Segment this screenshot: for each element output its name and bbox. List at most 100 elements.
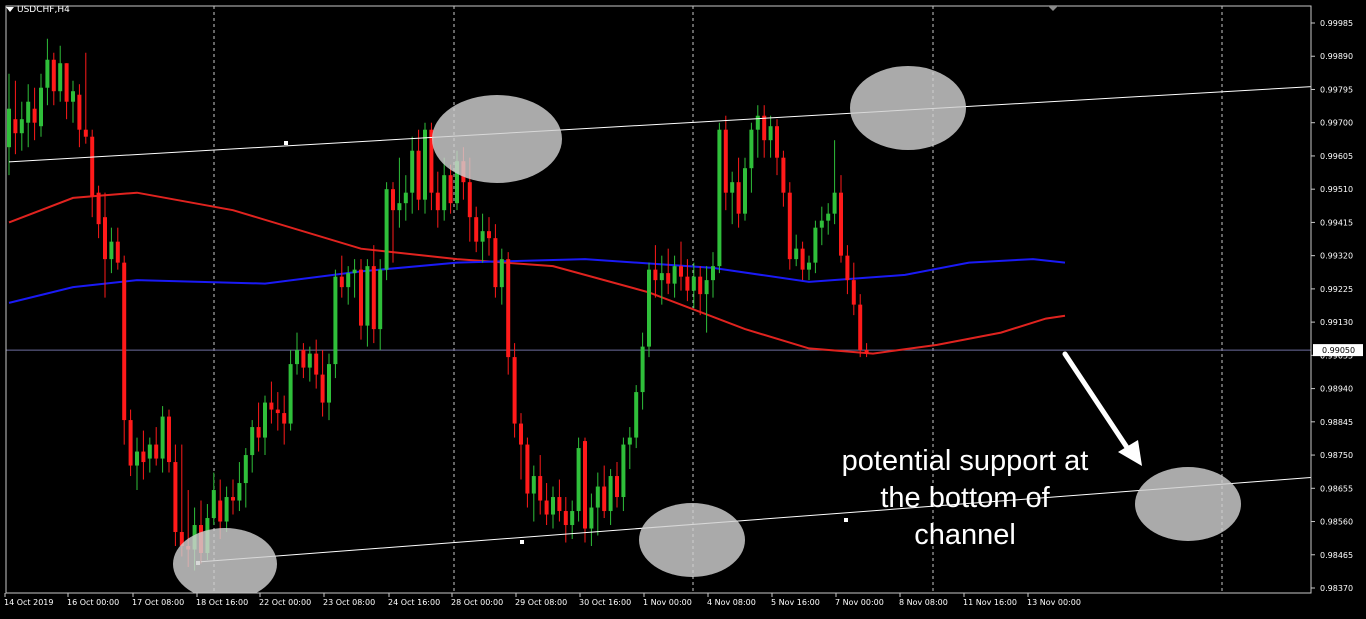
direction-arrow <box>1062 351 1142 466</box>
candle-body <box>487 231 491 239</box>
candle-body <box>256 427 261 438</box>
candle-body <box>499 259 504 288</box>
price-tick-label: 0.98940 <box>1320 385 1353 394</box>
price-tick-label: 0.99795 <box>1320 85 1353 94</box>
time-tick-label: 1 Nov 00:00 <box>643 598 692 607</box>
price-tick-label: 0.99225 <box>1320 285 1353 294</box>
price-tick-label: 0.99130 <box>1320 318 1353 327</box>
candle-body <box>858 304 863 351</box>
time-tick-label: 5 Nov 16:00 <box>771 598 820 607</box>
time-tick-label: 7 Nov 00:00 <box>835 598 884 607</box>
candlesticks <box>7 38 869 571</box>
candle-body <box>845 255 850 281</box>
candle-body <box>647 269 651 347</box>
candle-body <box>365 266 370 326</box>
candle-body <box>391 189 395 211</box>
price-tick-label: 0.98465 <box>1320 551 1353 560</box>
candle-body <box>103 217 107 260</box>
candle-body <box>64 63 69 102</box>
candle-body <box>314 353 319 375</box>
price-tick-label: 0.98370 <box>1320 584 1353 593</box>
channel-upper-line[interactable] <box>8 83 1354 163</box>
price-tick-label: 0.99320 <box>1320 252 1353 261</box>
trendline-anchor-dot[interactable] <box>844 518 848 522</box>
candle-body <box>691 276 696 291</box>
candle-body <box>704 280 709 295</box>
candle-body <box>173 462 178 533</box>
candle-body <box>615 476 619 498</box>
candle-body <box>147 444 152 459</box>
candle-body <box>819 220 824 228</box>
candle-body <box>666 273 671 284</box>
price-tick-label: 0.98750 <box>1320 451 1353 460</box>
chart-shift-marker-icon <box>1048 6 1058 11</box>
candle-body <box>211 490 216 519</box>
candle-body <box>781 157 786 193</box>
candle-body <box>339 276 344 288</box>
current-price-label: 0.99050 <box>1322 346 1355 355</box>
candle-body <box>698 276 703 295</box>
candle-body <box>794 248 799 260</box>
candle-body <box>787 192 792 260</box>
candle-body <box>832 192 837 214</box>
candle-body <box>762 115 767 141</box>
candle-body <box>711 266 715 281</box>
candle-body <box>455 161 459 204</box>
candle-body <box>800 248 805 270</box>
symbol-label[interactable]: USDCHF,H4 <box>6 5 70 15</box>
time-tick-label: 18 Oct 16:00 <box>196 598 248 607</box>
candle-body <box>563 511 568 526</box>
candle-body <box>32 108 37 123</box>
candle-body <box>851 280 856 305</box>
candle-body <box>410 150 415 193</box>
candle-body <box>864 350 869 354</box>
candle-body <box>595 486 600 508</box>
candle-body <box>557 497 562 512</box>
candle-body <box>359 269 363 326</box>
candle-body <box>307 353 312 368</box>
candle-body <box>634 392 639 438</box>
candle-body <box>384 189 389 270</box>
price-tick-label: 0.99510 <box>1320 185 1353 194</box>
time-axis-background <box>0 593 1366 615</box>
dropdown-triangle-icon[interactable] <box>6 7 14 12</box>
time-tick-label: 24 Oct 16:00 <box>388 598 440 607</box>
highlight-ellipse <box>850 66 966 150</box>
candle-body <box>493 238 498 288</box>
candle-body <box>435 192 440 211</box>
plot-frame <box>5 5 1312 594</box>
candle-body <box>640 346 645 393</box>
candle-body <box>730 182 735 193</box>
time-tick-label: 11 Nov 16:00 <box>963 598 1017 607</box>
candle-body <box>19 119 24 134</box>
candle-body <box>224 497 229 522</box>
candle-body <box>576 448 581 512</box>
trendline-anchor-dot[interactable] <box>520 540 524 544</box>
candle-body <box>717 129 722 267</box>
candle-body <box>679 266 683 277</box>
candle-body <box>506 259 511 358</box>
candle-body <box>813 227 818 263</box>
candle-body <box>179 532 184 547</box>
time-tick-label: 16 Oct 00:00 <box>67 598 119 607</box>
candle-body <box>275 409 280 414</box>
price-tick-label: 0.99415 <box>1320 218 1353 227</box>
candle-body <box>269 402 274 410</box>
candle-body <box>122 262 127 421</box>
candle-body <box>218 500 223 522</box>
highlight-ellipses <box>173 66 1241 600</box>
candle-body <box>83 129 88 137</box>
time-tick-label: 28 Oct 00:00 <box>451 598 503 607</box>
candle-body <box>288 364 293 424</box>
candle-body <box>378 269 383 330</box>
candle-body <box>723 129 728 193</box>
time-tick-label: 4 Nov 08:00 <box>707 598 756 607</box>
trendline-anchor-dot[interactable] <box>284 141 288 145</box>
candle-body <box>135 451 139 466</box>
candle-body <box>512 357 517 424</box>
price-tick-label: 0.98560 <box>1320 518 1353 527</box>
moving-average-line <box>8 258 1066 304</box>
